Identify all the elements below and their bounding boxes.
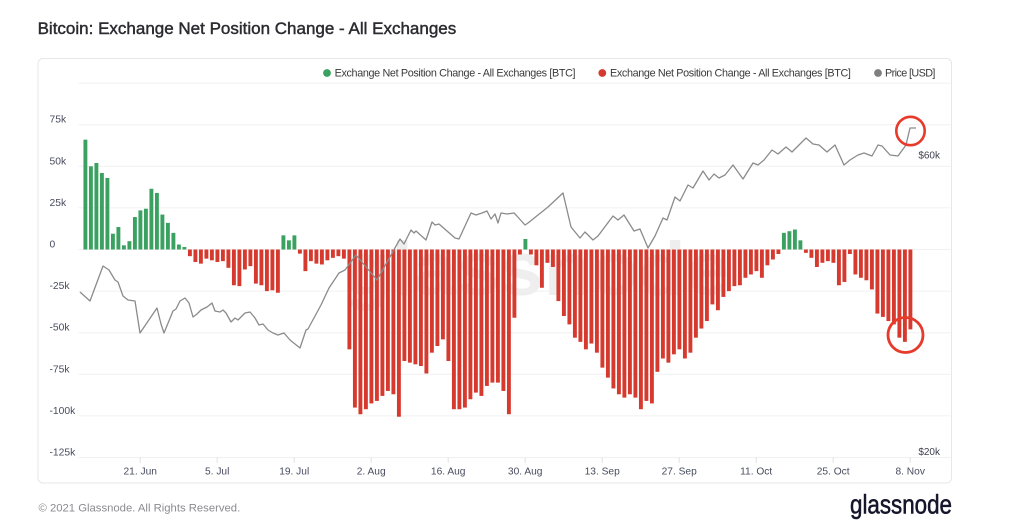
svg-text:$20k: $20k [918,447,941,458]
svg-text:13. Sep: 13. Sep [585,466,620,477]
svg-text:11. Oct: 11. Oct [740,466,772,477]
svg-text:-25k: -25k [50,281,71,292]
svg-text:27. Sep: 27. Sep [662,466,697,477]
svg-text:2. Aug: 2. Aug [357,466,386,477]
svg-text:5. Jul: 5. Jul [205,466,229,477]
svg-text:-100k: -100k [50,406,77,417]
svg-text:0: 0 [50,240,56,251]
svg-text:$60k: $60k [918,151,941,162]
svg-text:8. Nov: 8. Nov [895,466,925,477]
svg-text:21. Jun: 21. Jun [123,466,156,477]
svg-text:Exchange Net Position Change -: Exchange Net Position Change - All Excha… [610,67,851,79]
svg-text:30. Aug: 30. Aug [508,466,543,477]
svg-text:-125k: -125k [50,448,77,459]
svg-text:-75k: -75k [50,364,71,375]
svg-text:16. Aug: 16. Aug [431,466,466,477]
svg-text:glassnode: glassnode [850,490,952,520]
svg-text:Exchange Net Position Change -: Exchange Net Position Change - All Excha… [335,67,576,79]
svg-text:25k: 25k [50,198,67,209]
svg-text:Bitcoin: Exchange Net Position: Bitcoin: Exchange Net Position Change - … [38,19,457,38]
svg-text:© 2021 Glassnode. All Rights R: © 2021 Glassnode. All Rights Reserved. [39,503,241,515]
svg-text:-50k: -50k [50,323,71,334]
svg-text:25. Oct: 25. Oct [817,466,850,477]
svg-text:Price [USD]: Price [USD] [885,67,935,79]
svg-text:75k: 75k [50,115,67,126]
svg-text:50k: 50k [50,156,67,167]
svg-text:19. Jul: 19. Jul [279,466,309,477]
svg-text:glassnode: glassnode [344,227,729,312]
